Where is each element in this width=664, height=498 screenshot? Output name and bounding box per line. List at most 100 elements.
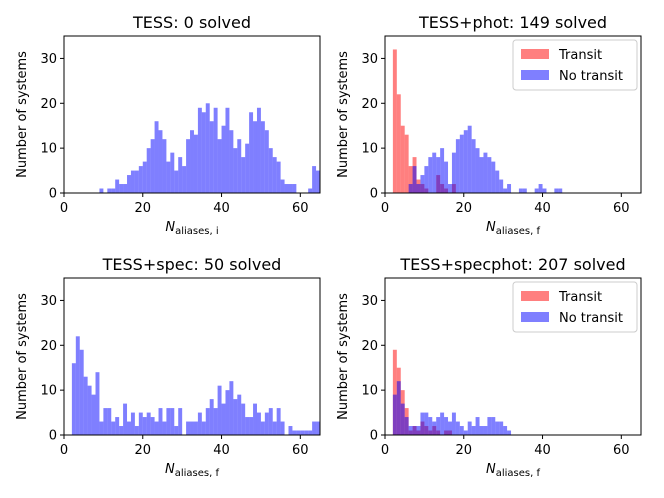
x-axis-label-subscript: aliases, f: [496, 226, 541, 237]
histogram-bar: [186, 421, 191, 435]
x-axis-label-subscript: aliases, i: [175, 226, 219, 237]
y-axis-label: Number of systems: [15, 293, 30, 420]
x-tick-label: 0: [60, 443, 68, 458]
chart-panel-4: 0 20 40 60 0 10 20 30 TESS+specphot: 207 solved N…: [336, 255, 642, 479]
x-axis-label: Naliases, i: [165, 220, 218, 237]
histogram-bar: [107, 408, 112, 435]
histogram-bar: [87, 385, 92, 435]
y-tick-label: 30: [361, 52, 378, 67]
histogram-bar: [95, 372, 100, 435]
legend: Transit No transit: [512, 39, 638, 91]
histogram-bar: [197, 107, 202, 193]
axes-frame: [384, 35, 642, 194]
legend-label: Transit: [558, 290, 602, 305]
chart-panel-2: 0 20 40 60 0 10 20 30 TESS+phot: 149 solved Numbe…: [336, 13, 642, 237]
histogram-bar: [495, 421, 500, 435]
histogram-bar: [408, 166, 413, 193]
histogram-bar: [558, 188, 563, 193]
histogram-bar: [471, 426, 476, 435]
histogram-bar: [400, 125, 405, 193]
histogram-bar: [288, 184, 293, 193]
histogram-bar: [491, 417, 496, 435]
histogram-bar: [459, 426, 464, 435]
histogram-bar: [554, 188, 559, 193]
x-tick-label: 0: [60, 201, 68, 216]
histogram-bar: [463, 430, 468, 435]
y-tick-label: 10: [40, 142, 57, 157]
histogram-bar: [186, 139, 191, 193]
histogram-bar: [404, 417, 409, 435]
y-axis-label: Number of systems: [15, 51, 30, 178]
histogram-bar: [249, 417, 254, 435]
histogram-bar: [190, 421, 194, 435]
histogram-bar: [507, 430, 512, 435]
histogram-bar: [455, 421, 460, 435]
y-tick-label: 10: [361, 142, 378, 157]
histogram-bar: [162, 139, 167, 193]
series-no-transit: [99, 103, 320, 193]
histogram-bar: [404, 134, 409, 193]
histogram-bar: [103, 408, 108, 435]
histogram-bar: [392, 349, 397, 435]
histogram-bar: [75, 336, 80, 435]
histogram-bar: [436, 157, 441, 193]
histogram-bar: [292, 184, 297, 193]
histogram-bar: [264, 412, 269, 435]
histogram-bar: [276, 408, 281, 435]
x-tick-label: 0: [381, 443, 389, 458]
histogram-bar: [162, 421, 167, 435]
histogram-bar: [99, 188, 104, 193]
x-tick-label: 20: [455, 201, 472, 216]
histogram-bar: [296, 430, 301, 435]
histogram-bar: [542, 188, 547, 193]
histogram-bar: [396, 94, 401, 193]
histogram-bar: [170, 152, 175, 193]
series-no-transit: [71, 336, 320, 435]
histogram-bar: [408, 184, 413, 193]
histogram-bar: [428, 157, 433, 193]
histogram-bar: [209, 399, 214, 435]
histogram-bar: [316, 170, 320, 193]
histogram-bar: [79, 349, 84, 435]
histogram-bar: [420, 412, 425, 435]
histogram-bar: [400, 403, 405, 435]
histogram-bar: [396, 381, 401, 435]
x-tick-label: 60: [292, 443, 309, 458]
chart-title: TESS: 0 solved: [132, 13, 251, 32]
histogram-bar: [412, 426, 417, 435]
series-no-transit: [392, 381, 512, 435]
histogram-bar: [83, 376, 88, 435]
histogram-bar: [308, 430, 313, 435]
histogram-bar: [272, 421, 277, 435]
histogram-bar: [237, 139, 242, 193]
x-tick-label: 40: [213, 443, 230, 458]
histogram-bar: [503, 188, 508, 193]
histogram-bar: [424, 166, 429, 193]
histogram-bar: [444, 417, 449, 435]
histogram-bar: [225, 390, 230, 435]
histogram-bar: [459, 134, 464, 193]
x-axis-label: Naliases, f: [486, 462, 540, 479]
histogram-bar: [166, 408, 171, 435]
histogram-bar: [107, 188, 112, 193]
legend-swatch: [521, 49, 549, 59]
chart-title: TESS+spec: 50 solved: [102, 255, 282, 274]
y-tick-label: 20: [361, 339, 378, 354]
histogram-bar: [499, 421, 504, 435]
x-axis-label-subscript: aliases, f: [496, 468, 541, 479]
histogram-bar: [150, 139, 155, 193]
chart-panel-3: 0 20 40 60 0 10 20 30 TESS+spec: 50 solved Number…: [15, 255, 321, 479]
x-tick-label: 60: [613, 443, 630, 458]
legend-label: No transit: [559, 311, 623, 326]
histogram-bar: [507, 184, 512, 193]
histogram-bar: [392, 49, 397, 194]
histogram-bar: [154, 421, 159, 435]
y-tick-label: 0: [49, 187, 57, 202]
histogram-bar: [463, 130, 468, 193]
histogram-bar: [237, 394, 242, 435]
histogram-bar: [111, 421, 116, 435]
histogram-bar: [193, 134, 198, 193]
x-axis-label-main: N: [486, 220, 496, 235]
x-tick-label: 20: [455, 443, 472, 458]
x-tick-label: 40: [534, 201, 551, 216]
